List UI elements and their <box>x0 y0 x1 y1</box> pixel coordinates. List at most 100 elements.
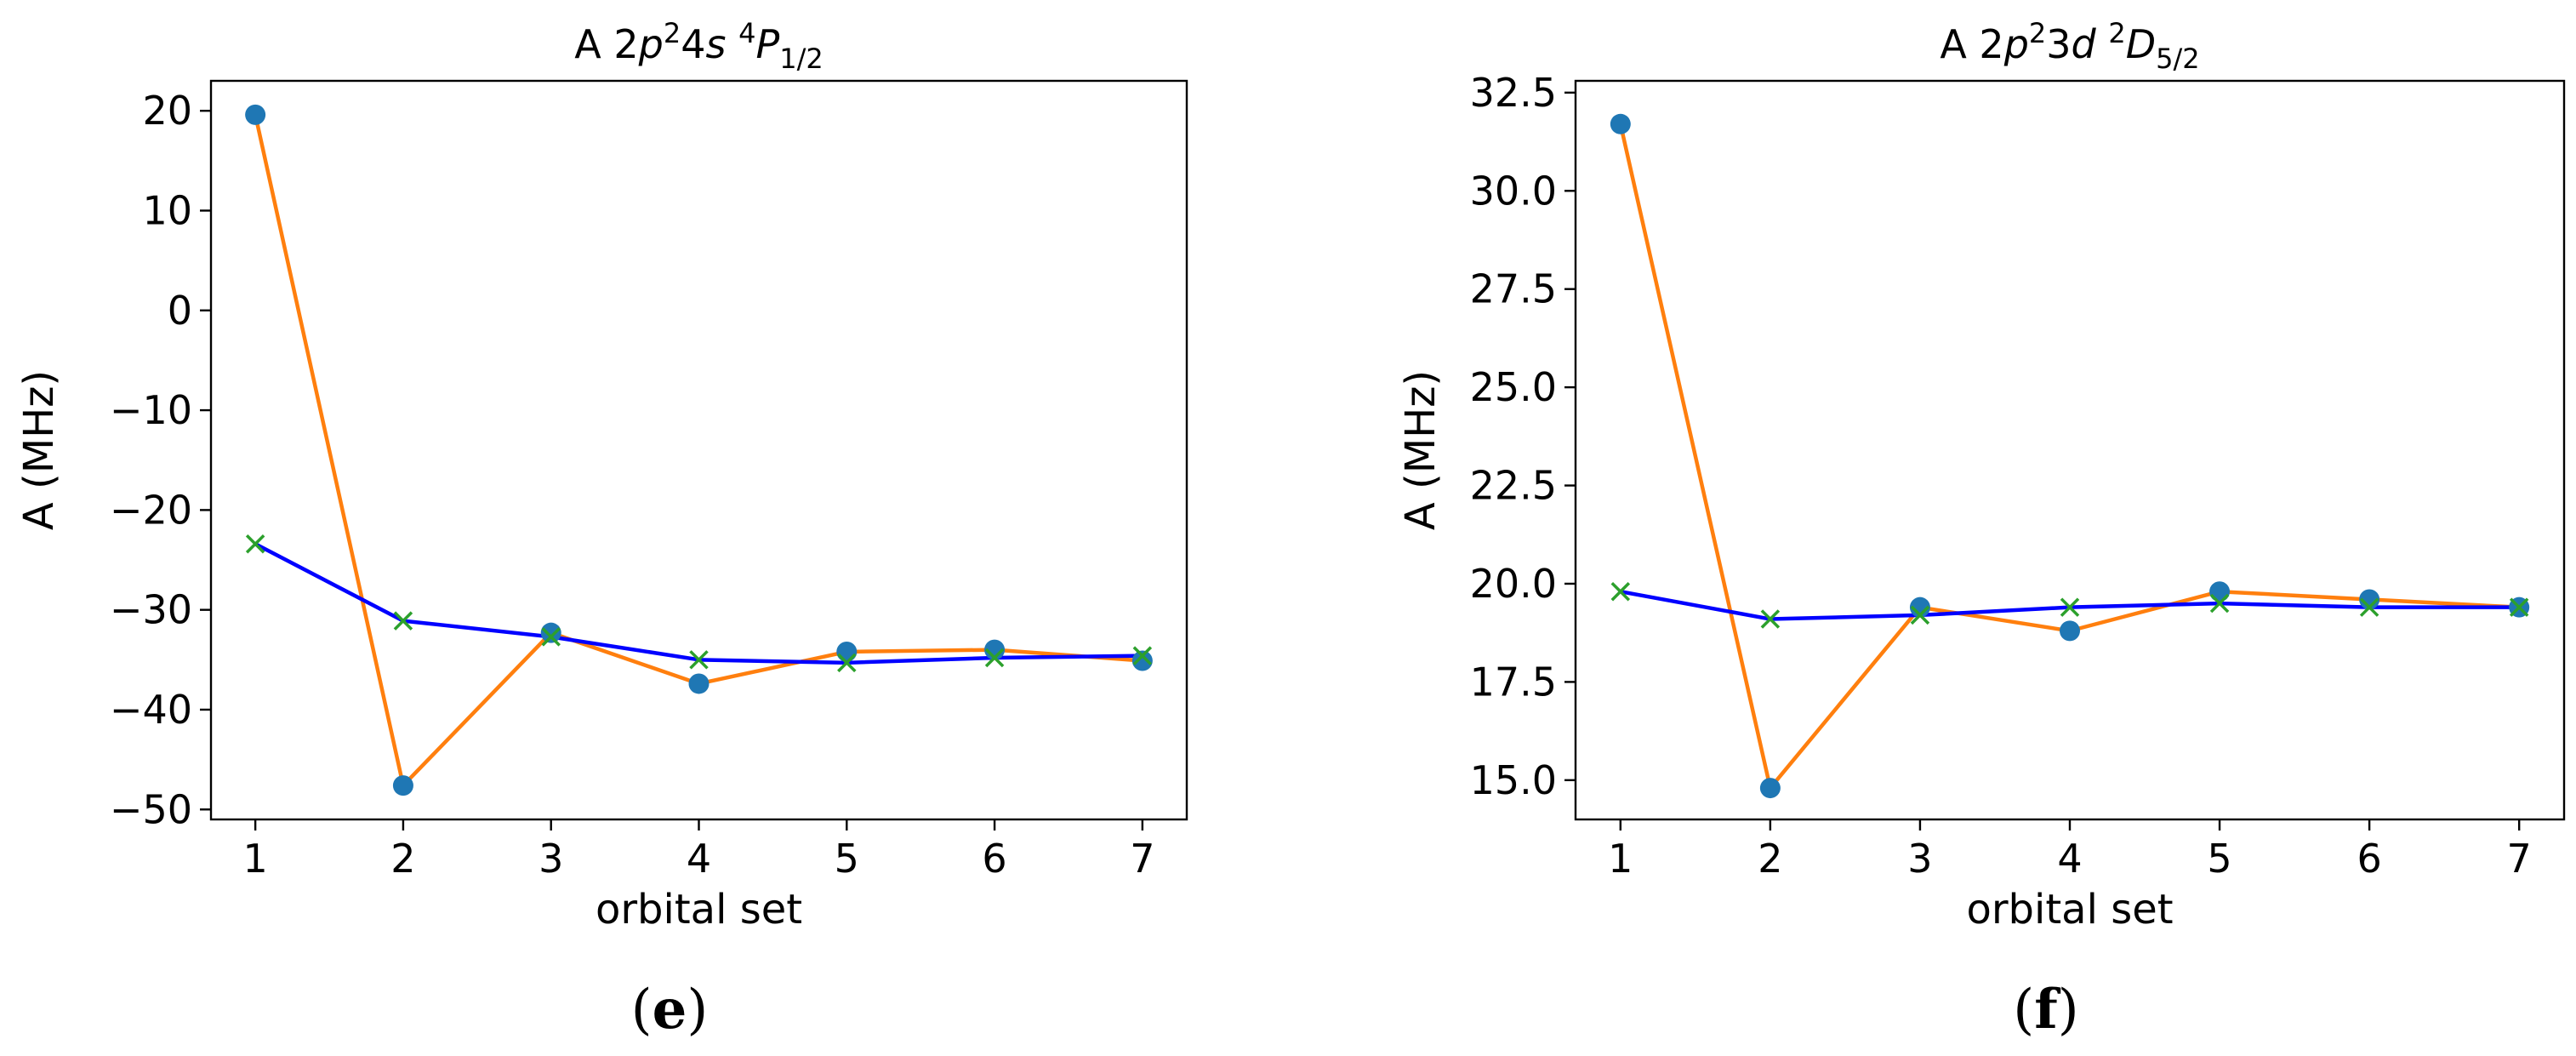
data-point-circle <box>2060 620 2080 642</box>
y-tick-label: −10 <box>110 387 192 433</box>
title-multiplicity: 4 <box>738 17 755 49</box>
data-point-x <box>837 653 857 673</box>
x-marker-stroke <box>984 648 1005 668</box>
x-marker-stroke <box>1610 581 1631 602</box>
title-multiplicity: 2 <box>2108 17 2125 49</box>
series-line-1 <box>1618 123 2520 791</box>
y-tick-label: 10 <box>142 187 192 233</box>
x-marker-stroke <box>1760 609 1781 629</box>
y-tick-label: −30 <box>110 587 192 633</box>
title-prefix: A 2 <box>1940 21 2003 67</box>
chart-title: A 2p24s 4P1/2 <box>574 17 823 75</box>
x-tick-label: 2 <box>390 836 415 882</box>
title-orbital: p <box>638 21 664 67</box>
y-tick-label: 20.0 <box>1470 561 1557 607</box>
x-tick-label: 7 <box>2507 836 2532 882</box>
title-term: D <box>2126 21 2156 67</box>
data-point-x <box>984 648 1005 668</box>
title-space <box>2096 21 2109 67</box>
data-point-x <box>1132 646 1153 665</box>
chart-panel-1: −50 −40 −30 −20 −10 0 10 20 1 2 3 4 5 6 7 orbital set A … <box>15 17 1188 1042</box>
title-subscript: 1/2 <box>779 43 824 75</box>
title-shell: 3 <box>2046 21 2071 67</box>
data-point-circle <box>2359 589 2380 610</box>
x-marker-stroke <box>541 627 561 647</box>
x-marker-stroke <box>2509 597 2529 617</box>
title-orbital-2: s <box>706 21 727 67</box>
data-point-x <box>245 534 265 554</box>
x-marker-stroke <box>2209 593 2230 614</box>
chart-panel-2: 15.017.520.022.525.027.530.032.51 2 3 4 5 6 7o… <box>1397 17 2566 1042</box>
data-point-x <box>1910 605 1930 625</box>
y-tick-label: 27.5 <box>1470 266 1557 312</box>
y-tick-label: −20 <box>110 487 192 533</box>
data-point-x <box>2509 597 2529 617</box>
data-point-x <box>541 627 561 647</box>
y-axis-label: A (MHz) <box>15 370 63 530</box>
x-marker-stroke <box>2060 597 2080 617</box>
data-point-x <box>1610 581 1631 602</box>
x-axis-label: orbital set <box>596 886 802 933</box>
data-point-x <box>2060 597 2080 617</box>
data-point-circle <box>1131 650 1153 671</box>
y-tick-label: 30.0 <box>1470 168 1557 214</box>
y-tick-label: 25.0 <box>1470 364 1557 410</box>
caption-letter: e <box>653 978 687 1042</box>
data-point-circle <box>1610 113 1631 134</box>
x-marker-stroke <box>2359 597 2379 617</box>
x-tick-label: 2 <box>1758 836 1782 882</box>
data-point-x <box>2209 593 2230 614</box>
y-tick-label: 22.5 <box>1470 463 1557 509</box>
data-point-circle <box>392 775 413 796</box>
y-tick-label: −50 <box>110 786 192 832</box>
x-tick-label: 1 <box>242 836 267 882</box>
x-tick-label: 5 <box>835 836 859 882</box>
title-orbital: p <box>2003 21 2029 67</box>
title-orbital-2: d <box>2072 21 2097 67</box>
x-marker-stroke <box>837 653 857 673</box>
data-point-circle <box>688 673 710 694</box>
title-prefix: A 2 <box>574 21 638 67</box>
x-tick-label: 5 <box>2207 836 2231 882</box>
data-point-circle <box>836 641 858 662</box>
x-tick-label: 4 <box>2057 836 2082 882</box>
data-point-circle <box>1759 778 1781 799</box>
panel-caption: (f) <box>2013 978 2078 1042</box>
x-marker-stroke <box>1132 646 1153 665</box>
x-tick-label: 3 <box>539 836 563 882</box>
chart-title: A 2p23d 2D5/2 <box>1940 17 2199 75</box>
data-point-circle <box>540 622 561 643</box>
y-tick-label: −40 <box>110 687 192 733</box>
plot-frame <box>1574 79 2566 821</box>
title-subscript: 5/2 <box>2156 43 2200 75</box>
x-tick-label: 4 <box>687 836 711 882</box>
data-point-circle <box>1909 596 1930 618</box>
series-line-2 <box>254 542 1143 665</box>
data-point-circle <box>245 104 266 125</box>
x-tick-label: 6 <box>2357 836 2381 882</box>
caption-open: ( <box>631 979 653 1042</box>
caption-close: ) <box>2058 979 2079 1042</box>
x-tick-label: 6 <box>982 836 1006 882</box>
x-marker-stroke <box>393 611 413 631</box>
x-marker-stroke <box>1910 605 1930 625</box>
x-marker-stroke <box>245 534 265 554</box>
x-marker-stroke <box>689 650 709 670</box>
x-tick-label: 3 <box>1907 836 1932 882</box>
x-tick-label: 7 <box>1130 836 1154 882</box>
data-point-x <box>689 650 709 670</box>
caption-letter: f <box>2034 978 2060 1042</box>
data-point-circle <box>984 639 1006 660</box>
title-superscript: 2 <box>664 17 681 49</box>
title-space <box>726 21 738 67</box>
y-tick-label: 20 <box>142 88 192 134</box>
x-axis-label: orbital set <box>1966 886 2173 933</box>
data-point-circle <box>2209 581 2231 602</box>
caption-close: ) <box>687 979 708 1042</box>
data-point-x <box>2359 597 2379 617</box>
y-axis-label: A (MHz) <box>1397 370 1445 530</box>
plot-frame <box>209 79 1188 821</box>
data-point-x <box>1760 609 1781 629</box>
y-tick-label: 0 <box>168 288 192 334</box>
